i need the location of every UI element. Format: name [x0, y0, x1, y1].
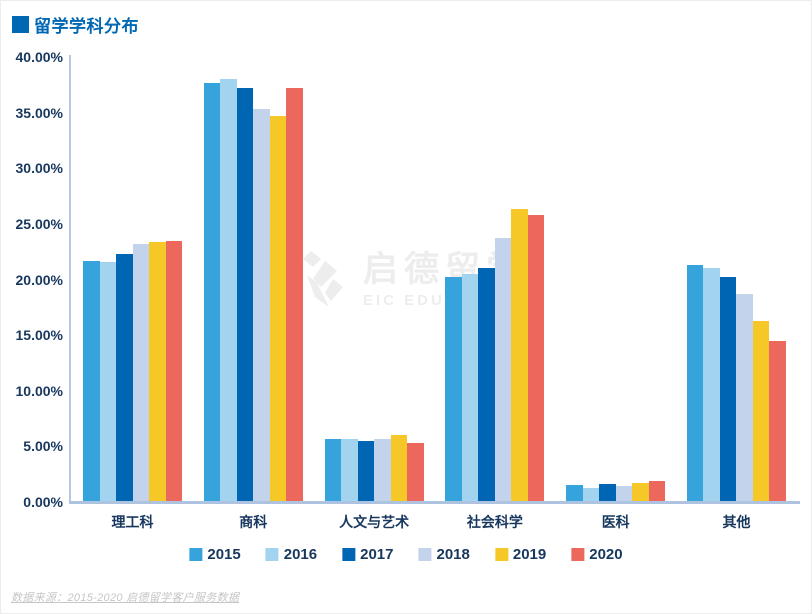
x-axis-category-label: 人文与艺术: [339, 514, 410, 530]
bar-group-4: 社会科学: [445, 57, 545, 530]
legend: 2015 2016 2017 2018 2019 2020: [189, 546, 623, 563]
x-axis-category-label: 医科: [601, 514, 630, 530]
bar-2016: [461, 273, 479, 502]
bar-2019: [752, 320, 770, 502]
bar-group-5: 医科: [566, 57, 666, 530]
bar-2015: [203, 82, 221, 502]
bar-2018: [132, 243, 149, 502]
bar-2019: [390, 435, 408, 502]
bar-2018: [253, 109, 270, 502]
bar-2019: [149, 241, 166, 502]
title-bullet-icon: [12, 16, 29, 33]
bar-2017: [599, 484, 616, 502]
y-axis-tick-label: 35.00%: [15, 104, 63, 121]
legend-item-2018: 2018: [418, 546, 470, 563]
legend-item-2019: 2019: [494, 546, 547, 563]
bar-2016: [99, 261, 116, 502]
bar-2017: [236, 88, 254, 502]
y-axis-tick-label: 25.00%: [15, 215, 63, 232]
bar-2018: [494, 238, 512, 502]
bar-2017: [116, 253, 133, 502]
x-axis-category-label: 商科: [239, 514, 268, 530]
legend-label: 2015: [207, 546, 241, 563]
bar-2019: [511, 209, 528, 502]
legend-label: 2019: [512, 546, 547, 563]
bar-2015: [445, 277, 462, 502]
legend-item-2015: 2015: [189, 546, 241, 563]
bar-2020: [165, 240, 182, 502]
plot-area: 理工科 商科 人文与艺术 社会科学 医科 其他: [71, 57, 800, 530]
y-axis-tick-label: 30.00%: [15, 160, 63, 177]
bar-2015: [566, 485, 583, 502]
bar-group-3: 人文与艺术: [324, 57, 424, 530]
bar-2018: [615, 486, 633, 502]
y-axis-tick-label: 0.00%: [23, 494, 63, 510]
legend-swatch-icon: [265, 548, 279, 561]
bar-2017: [719, 277, 737, 502]
bar-2017: [357, 440, 375, 502]
bar-group-1: 理工科: [83, 57, 182, 530]
bar-2020: [527, 214, 545, 502]
legend-item-2020: 2020: [571, 546, 623, 563]
legend-label: 2017: [360, 546, 394, 563]
bar-2018: [736, 293, 753, 502]
bar-2020: [769, 340, 786, 502]
y-axis-tick-label: 5.00%: [23, 438, 63, 455]
y-axis-line: [69, 55, 71, 503]
bar-group-6: 其他: [686, 57, 786, 530]
y-axis-ticks: 0.00% 5.00% 10.00% 15.00% 20.00% 25.00% 30.00%…: [1, 49, 63, 510]
x-axis-category-label: 理工科: [111, 514, 154, 530]
bar-2020: [407, 443, 424, 502]
y-axis-tick-label: 15.00%: [15, 327, 63, 344]
bar-2016: [341, 438, 358, 502]
bar-2015: [686, 265, 704, 502]
legend-label: 2016: [283, 546, 318, 563]
legend-item-2017: 2017: [342, 546, 394, 563]
legend-swatch-icon: [189, 548, 203, 561]
bar-group-2: 商科: [203, 57, 303, 530]
y-axis-tick-label: 10.00%: [15, 382, 63, 399]
bar-2017: [478, 268, 495, 502]
x-axis-line: [69, 501, 800, 504]
chart-title-block: 留学学科分布: [12, 12, 139, 37]
bar-2020: [648, 480, 666, 502]
legend-label: 2018: [436, 546, 470, 563]
y-axis-tick-label: 40.00%: [15, 49, 63, 65]
bar-2020: [286, 88, 303, 502]
legend-item-2016: 2016: [265, 546, 318, 563]
legend-swatch-icon: [571, 548, 585, 561]
bar-2019: [269, 115, 287, 502]
y-axis-tick-label: 20.00%: [15, 271, 63, 288]
x-axis-category-label: 社会科学: [466, 514, 523, 530]
bar-2016: [703, 268, 720, 502]
bar-2015: [324, 438, 342, 502]
legend-swatch-icon: [342, 548, 356, 561]
bar-2018: [374, 438, 391, 502]
bar-2016: [220, 79, 237, 502]
bar-2016: [582, 487, 600, 502]
legend-swatch-icon: [418, 548, 432, 561]
bar-2019: [632, 483, 649, 502]
legend-swatch-icon: [494, 548, 508, 561]
x-axis-category-label: 其他: [722, 514, 751, 530]
source-note: 数据来源：2015-2020 启德留学客户服务数据: [11, 592, 240, 604]
legend-label: 2020: [589, 546, 623, 563]
bar-2015: [83, 260, 100, 502]
chart-title: 留学学科分布: [34, 17, 139, 36]
